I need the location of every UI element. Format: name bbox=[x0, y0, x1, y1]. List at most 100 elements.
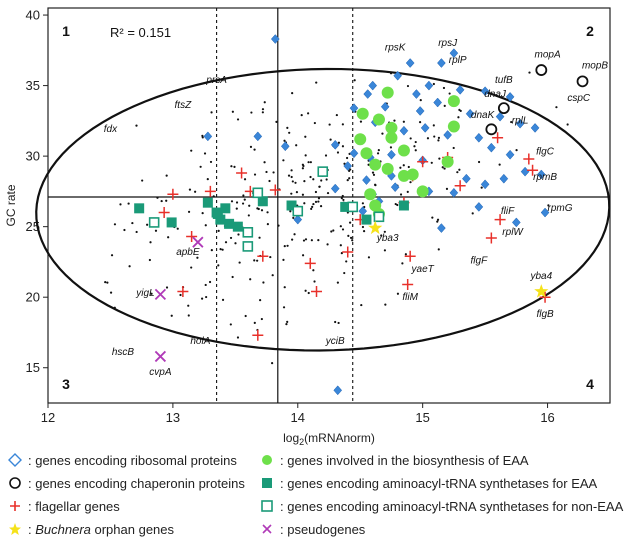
data-point-small bbox=[457, 116, 460, 119]
data-point-small bbox=[555, 106, 558, 109]
flagellar-point bbox=[204, 185, 216, 197]
data-point-small bbox=[190, 149, 193, 152]
data-point-small bbox=[238, 261, 241, 264]
gene-label: flgB bbox=[536, 309, 554, 320]
data-point-small bbox=[235, 207, 238, 210]
data-point-small bbox=[123, 228, 126, 232]
ribosomal-point bbox=[412, 89, 421, 99]
data-point-small bbox=[319, 205, 323, 208]
data-point-small bbox=[167, 236, 170, 239]
trna-eaa-point bbox=[232, 221, 243, 232]
data-point-small bbox=[272, 171, 275, 174]
data-point-small bbox=[380, 234, 383, 237]
data-point-small bbox=[477, 160, 481, 164]
legend-item-flagellar: : flagellar genes bbox=[6, 498, 120, 514]
data-point-small bbox=[217, 229, 220, 232]
data-point-small bbox=[315, 81, 318, 84]
ribosomal-point bbox=[449, 187, 459, 198]
data-point-small bbox=[430, 161, 433, 164]
data-point-small bbox=[271, 362, 274, 365]
eaa-biosynthesis-point bbox=[360, 147, 373, 160]
y-tick-label: 35 bbox=[26, 78, 40, 93]
y-tick-label: 40 bbox=[26, 8, 40, 23]
trna-eaa-point bbox=[224, 218, 235, 229]
gene-label: yigL bbox=[135, 288, 154, 299]
data-point-small bbox=[291, 180, 294, 183]
data-point-small bbox=[231, 275, 234, 279]
ribosomal-point bbox=[530, 123, 540, 133]
flagellar-point bbox=[167, 188, 179, 200]
data-point-small bbox=[289, 210, 292, 213]
data-point-small bbox=[317, 239, 320, 242]
data-point-small bbox=[367, 256, 371, 259]
data-point-small bbox=[230, 200, 234, 203]
data-point-small bbox=[325, 178, 328, 181]
data-point-small bbox=[249, 278, 252, 281]
legend-item-eaa-biosynthesis: : genes involved in the biosynthesis of … bbox=[258, 452, 529, 468]
eaa-biosynthesis-point bbox=[372, 113, 385, 126]
data-point-small bbox=[302, 239, 306, 242]
data-point-small bbox=[205, 295, 208, 299]
ribosomal-point bbox=[399, 125, 409, 136]
data-point-small bbox=[282, 159, 285, 162]
legend-text: : genes encoding chaperonin proteins bbox=[28, 475, 245, 491]
y-tick-label: 15 bbox=[26, 360, 40, 375]
data-point-small bbox=[307, 291, 310, 295]
eaa-biosynthesis-point bbox=[441, 155, 454, 168]
data-point-small bbox=[351, 239, 354, 242]
ribosomal-point bbox=[362, 175, 371, 185]
data-point-small bbox=[131, 221, 134, 225]
ribosomal-point bbox=[368, 80, 378, 91]
legend-item-chaperonin: : genes encoding chaperonin proteins bbox=[6, 475, 245, 491]
data-point-small bbox=[342, 198, 345, 202]
data-point-small bbox=[179, 293, 182, 297]
data-point-small bbox=[362, 229, 366, 233]
ribosomal-point bbox=[333, 385, 343, 396]
flagellar-point bbox=[402, 279, 414, 290]
data-point-small bbox=[312, 269, 315, 272]
data-point-small bbox=[419, 99, 422, 102]
data-point-small bbox=[307, 161, 310, 164]
data-point-small bbox=[384, 303, 387, 306]
legend-text: : genes involved in the biosynthesis of … bbox=[280, 452, 529, 468]
data-point-small bbox=[204, 224, 207, 227]
ribosomal-point bbox=[480, 86, 490, 97]
data-point-small bbox=[176, 227, 179, 230]
data-point-small bbox=[229, 236, 233, 240]
data-point-small bbox=[283, 245, 286, 248]
flagellar-point bbox=[492, 132, 504, 144]
data-point-small bbox=[448, 92, 451, 95]
data-point-small bbox=[209, 160, 213, 164]
gene-label: ftsZ bbox=[175, 100, 193, 111]
data-point-small bbox=[286, 244, 289, 247]
data-point-small bbox=[234, 242, 237, 245]
trna-non-eaa-point bbox=[373, 211, 385, 223]
data-point-small bbox=[345, 260, 348, 263]
data-point-small bbox=[210, 249, 213, 252]
y-tick-label: 30 bbox=[26, 149, 40, 164]
data-point-small bbox=[233, 165, 236, 168]
data-point-small bbox=[160, 199, 163, 203]
data-point-small bbox=[312, 178, 315, 181]
data-point-small bbox=[399, 166, 402, 169]
data-point-small bbox=[301, 254, 305, 257]
y-tick-label: 20 bbox=[26, 290, 40, 305]
data-point-small bbox=[263, 101, 266, 104]
data-point-small bbox=[237, 233, 240, 236]
data-point-small bbox=[170, 314, 173, 317]
ribosomal-point bbox=[343, 161, 353, 171]
data-point-small bbox=[206, 177, 209, 181]
eaa-biosynthesis-point bbox=[416, 185, 429, 198]
ribosomal-point bbox=[330, 139, 340, 150]
x-icon bbox=[262, 524, 272, 534]
flagellar-point bbox=[158, 207, 170, 219]
data-point-small bbox=[146, 223, 149, 226]
data-point-small bbox=[336, 281, 339, 284]
ribosomal-point bbox=[487, 142, 496, 153]
data-point-small bbox=[432, 124, 435, 127]
star-icon bbox=[9, 523, 21, 535]
orphan-gene-point bbox=[534, 284, 549, 298]
data-point-small bbox=[231, 110, 234, 113]
data-point-small bbox=[219, 248, 222, 251]
data-point-small bbox=[336, 151, 340, 154]
